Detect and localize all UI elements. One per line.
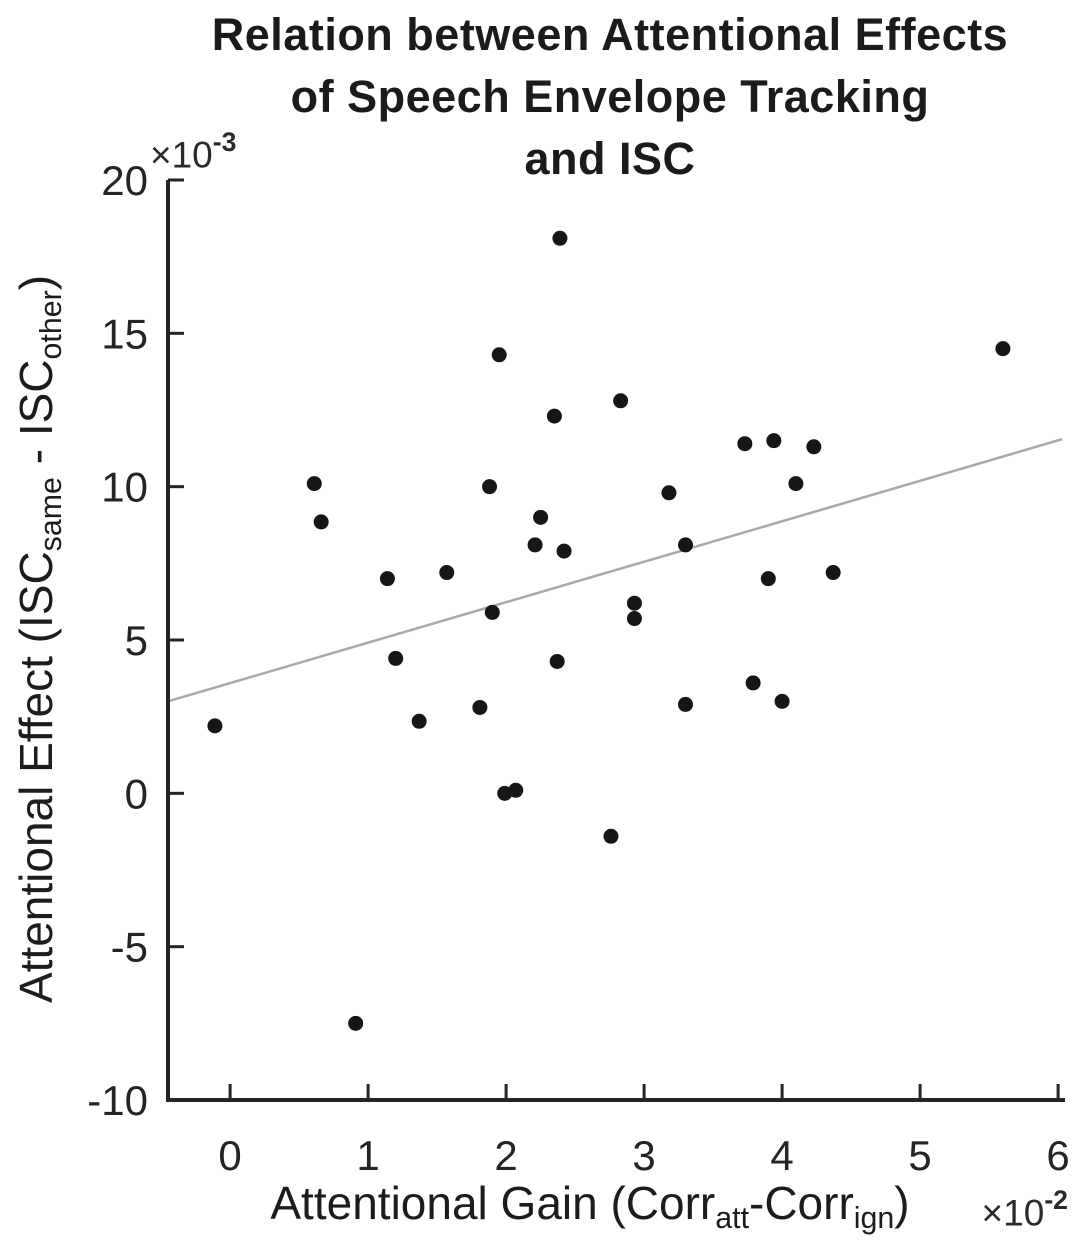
x-tick-label: 1	[356, 1132, 379, 1179]
trend-line	[167, 437, 1063, 703]
data-point	[556, 543, 572, 559]
data-point	[806, 439, 822, 455]
data-point	[546, 408, 562, 424]
multiplier-exponent: -3	[212, 126, 237, 157]
data-point	[482, 479, 498, 495]
y-tick-label: -10	[87, 1077, 148, 1124]
data-point	[439, 565, 455, 581]
data-point	[313, 514, 329, 530]
data-point	[411, 713, 427, 729]
x-tick-label: 5	[908, 1132, 931, 1179]
data-point	[491, 347, 507, 363]
y-tick-label: 10	[101, 464, 148, 511]
data-point	[766, 433, 782, 449]
data-point	[613, 393, 629, 409]
data-point	[533, 509, 549, 525]
chart-title-line-1: Relation between Attentional Effects	[211, 9, 1009, 60]
axis-label-subscript: att	[715, 1201, 750, 1235]
y-tick-label: 20	[101, 157, 148, 204]
axis-label-text: -Corr	[749, 1177, 854, 1229]
data-point	[348, 1015, 364, 1031]
y-axis-multiplier: ×10-3	[150, 126, 237, 176]
data-point	[603, 828, 619, 844]
data-point	[484, 604, 500, 620]
x-axis-label: Attentional Gain (Corratt-Corrign)	[130, 1176, 1050, 1235]
data-point	[661, 485, 677, 501]
data-point	[678, 696, 693, 712]
axis-label-text: )	[894, 1177, 910, 1229]
data-point	[737, 436, 753, 452]
data-point	[379, 571, 395, 587]
x-tick-label: 6	[1046, 1132, 1069, 1179]
data-point	[388, 650, 404, 666]
y-tick-label: 15	[101, 310, 148, 357]
axis-label-subscript: ign	[853, 1201, 895, 1235]
x-tick-label: 0	[218, 1132, 241, 1179]
chart-title-line-2: of Speech Envelope Tracking	[290, 71, 930, 122]
data-point	[788, 476, 804, 492]
data-point	[527, 537, 543, 553]
multiplier-base: ×10	[981, 1192, 1045, 1234]
multiplier-base: ×10	[150, 134, 213, 176]
axis-spines	[166, 180, 1065, 1102]
data-point	[552, 230, 568, 246]
data-point	[825, 565, 841, 581]
data-point	[774, 693, 790, 709]
data-point	[306, 476, 322, 492]
data-point	[760, 571, 776, 587]
x-tick-label: 3	[632, 1132, 655, 1179]
data-point	[626, 611, 642, 627]
data-point	[678, 537, 693, 553]
x-tick-label: 2	[494, 1132, 517, 1179]
data-point	[508, 782, 524, 798]
x-tick-label: 4	[770, 1132, 793, 1179]
multiplier-exponent: -2	[1044, 1184, 1068, 1215]
x-axis-multiplier: ×10-2	[940, 1184, 1068, 1234]
data-point	[549, 653, 565, 669]
data-point	[995, 341, 1011, 357]
chart-title-line-3: and ISC	[524, 133, 696, 184]
data-point	[207, 718, 223, 734]
data-point	[626, 595, 642, 611]
y-tick-label: 0	[125, 770, 148, 817]
y-tick-label: 5	[125, 617, 148, 664]
axis-label-text: Attentional Gain (Corr	[270, 1177, 716, 1229]
y-tick-label: -5	[111, 924, 148, 971]
data-point	[472, 699, 488, 715]
chart-title: Relation between Attentional Effects of …	[140, 4, 1080, 190]
data-point	[745, 675, 761, 691]
